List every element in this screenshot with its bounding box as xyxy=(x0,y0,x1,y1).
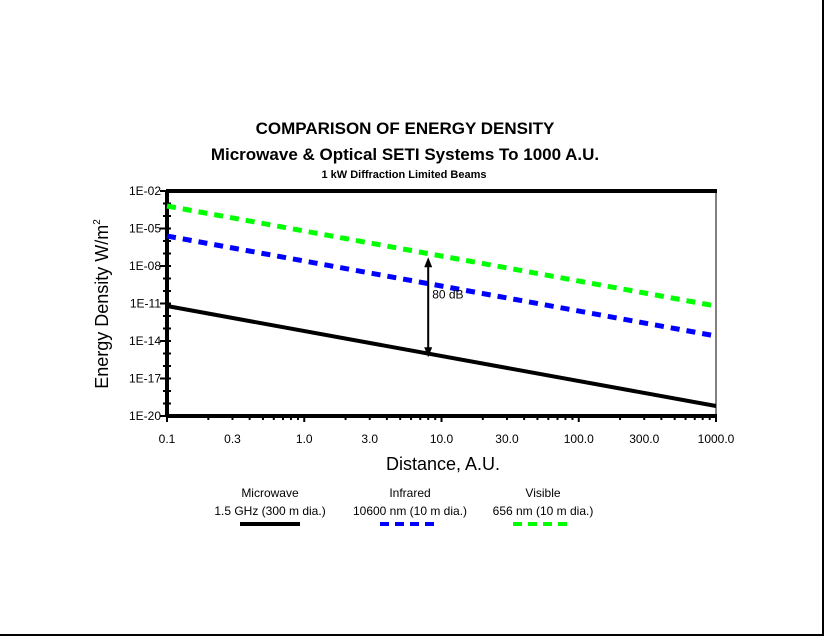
y-tick-label: 1E-11 xyxy=(130,297,161,311)
y-tick-label: 1E-17 xyxy=(129,372,161,386)
chart-subtitle-2: 1 kW Diffraction Limited Beams xyxy=(321,169,486,181)
annotation-label: 80 dB xyxy=(432,287,463,301)
series-line-visible xyxy=(166,203,717,309)
legend-detail: 656 nm (10 m dia.) xyxy=(493,504,594,518)
series-line-microwave xyxy=(166,304,717,408)
chart-title: COMPARISON OF ENERGY DENSITY xyxy=(256,119,555,138)
legend: Microwave 1.5 GHz (300 m dia.) Infrared 106… xyxy=(214,486,594,526)
plot-area: 1E-02 1E-05 1E-08 1E-11 1E-14 1E-17 1E-20 0.1 0.… xyxy=(129,184,735,446)
y-tick-label: 1E-20 xyxy=(129,409,161,423)
x-tick-label: 10.0 xyxy=(430,432,454,446)
x-tick-label: 0.3 xyxy=(224,432,241,446)
legend-name: Infrared xyxy=(389,486,430,500)
legend-name: Visible xyxy=(525,486,560,500)
window-border-right xyxy=(822,0,824,636)
x-tick-label: 1.0 xyxy=(296,432,313,446)
x-tick-label: 100.0 xyxy=(564,432,594,446)
y-tick-label: 1E-05 xyxy=(129,222,161,236)
window-border-bottom xyxy=(0,634,824,636)
y-tick-label: 1E-14 xyxy=(129,334,161,348)
y-tick-label: 1E-08 xyxy=(129,259,161,273)
arrow-down-icon xyxy=(424,347,433,358)
y-tick-label: 1E-02 xyxy=(129,184,161,198)
x-tick-label: 0.1 xyxy=(159,432,176,446)
plot-frame xyxy=(166,190,717,417)
legend-name: Microwave xyxy=(241,486,299,500)
y-axis-label: Energy Density W/m2 xyxy=(92,219,112,389)
x-tick-label: 30.0 xyxy=(495,432,519,446)
x-tick-label: 300.0 xyxy=(629,432,659,446)
series-line-infrared xyxy=(166,233,717,339)
x-tick-label: 3.0 xyxy=(361,432,378,446)
x-tick-label: 1000.0 xyxy=(698,432,735,446)
legend-detail: 1.5 GHz (300 m dia.) xyxy=(214,504,325,518)
chart-subtitle: Microwave & Optical SETI Systems To 1000… xyxy=(211,145,599,164)
arrow-up-icon xyxy=(424,257,433,268)
legend-detail: 10600 nm (10 m dia.) xyxy=(353,504,467,518)
x-axis-label: Distance, A.U. xyxy=(386,454,500,474)
